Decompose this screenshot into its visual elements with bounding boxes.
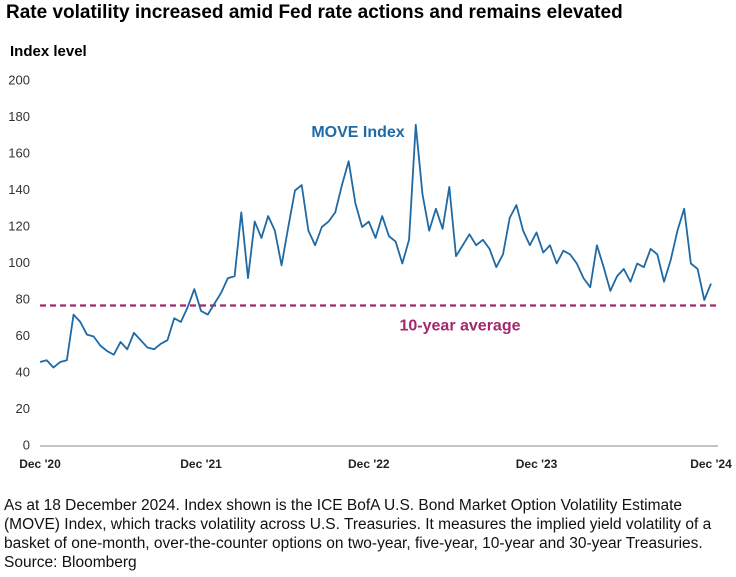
y-tick-label: 200 <box>8 72 30 87</box>
y-axis-label: Index level <box>10 43 87 60</box>
y-tick-label: 60 <box>16 328 30 343</box>
y-tick-label: 100 <box>8 255 30 270</box>
y-tick-label: 160 <box>8 145 30 160</box>
y-tick-label: 0 <box>23 437 30 452</box>
x-tick-label: Dec '22 <box>348 457 390 471</box>
series-label: MOVE Index <box>311 124 404 141</box>
x-tick-label: Dec '24 <box>690 457 732 471</box>
y-tick-label: 20 <box>16 401 30 416</box>
y-tick-label: 140 <box>8 182 30 197</box>
reference-label: 10-year average <box>400 318 521 335</box>
x-tick-label: Dec '21 <box>180 457 222 471</box>
chart: Rate volatility increased amid Fed rate … <box>6 2 732 471</box>
footnote: As at 18 December 2024. Index shown is t… <box>4 497 712 571</box>
x-tick-label: Dec '23 <box>516 457 558 471</box>
x-tick-label: Dec '20 <box>19 457 61 471</box>
y-tick-label: 40 <box>16 364 30 379</box>
y-tick-label: 120 <box>8 218 30 233</box>
chart-title: Rate volatility increased amid Fed rate … <box>6 2 623 23</box>
y-tick-label: 80 <box>16 291 30 306</box>
y-tick-label: 180 <box>8 109 30 124</box>
data-line <box>39 123 712 369</box>
